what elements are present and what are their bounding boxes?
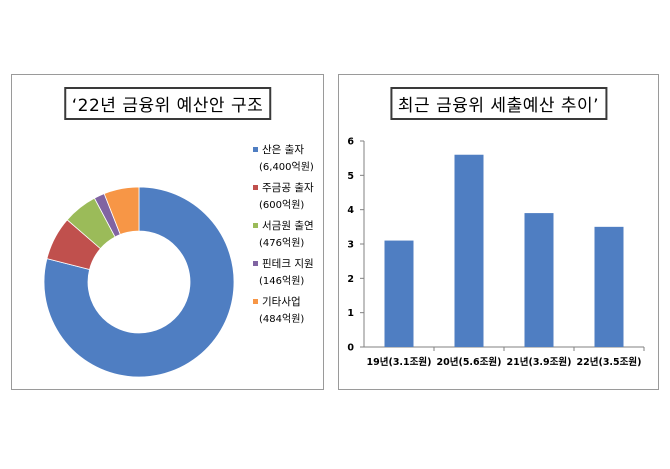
x-tick-label: 21년(3.9조원) bbox=[507, 356, 572, 368]
legend-value: (146억원) bbox=[259, 275, 304, 287]
bar-chart-panel: 최근 금융위 세출예산 추이’ 0 1 2 3 4 5 6 19년(3.1조원) 20년(5.6… bbox=[338, 74, 659, 390]
donut-chart: 산은 출자 (6,400억원) 주금공 출자 (600억원) 서금원 출연 (476억원)… bbox=[43, 144, 314, 378]
x-tick-label: 20년(5.6조원) bbox=[437, 356, 502, 368]
y-tick-label: 0 bbox=[347, 343, 354, 354]
y-tick-label: 3 bbox=[347, 240, 354, 251]
donut-slice bbox=[43, 186, 235, 378]
legend-value: (476억원) bbox=[259, 237, 304, 249]
legend-value: (484억원) bbox=[259, 313, 304, 325]
y-tick-label: 6 bbox=[347, 137, 354, 148]
bar bbox=[594, 226, 624, 347]
bar bbox=[384, 240, 414, 347]
y-tick-label: 1 bbox=[347, 308, 354, 319]
legend-value: (600억원) bbox=[259, 199, 304, 211]
x-tick-label: 22년(3.5조원) bbox=[577, 356, 642, 368]
legend-swatch bbox=[253, 299, 258, 304]
x-tick-label: 19년(3.1조원) bbox=[367, 356, 432, 368]
legend-swatch bbox=[253, 185, 258, 190]
donut-chart-panel: ‘22년 금융위 예산안 구조 산은 출자 (6,400억원) 주금공 출자 (600… bbox=[11, 74, 324, 390]
bar-chart: 0 1 2 3 4 5 6 19년(3.1조원) 20년(5.6조원) 21년(3.9조원) 22년… bbox=[347, 137, 645, 368]
legend-label: 산은 출자 bbox=[262, 144, 304, 156]
legend-label: 서금원 출연 bbox=[262, 220, 314, 232]
bar bbox=[524, 213, 554, 347]
legend-label: 기타사업 bbox=[262, 295, 301, 308]
legend-value: (6,400억원) bbox=[259, 161, 314, 173]
donut-slice bbox=[103, 186, 140, 236]
legend-swatch bbox=[253, 261, 258, 266]
legend-swatch bbox=[253, 147, 258, 152]
bar bbox=[454, 154, 484, 347]
y-tick-label: 4 bbox=[347, 205, 354, 216]
y-tick-label: 5 bbox=[347, 171, 354, 182]
bar-chart-title: 최근 금융위 세출예산 추이’ bbox=[389, 87, 608, 120]
y-tick-label: 2 bbox=[347, 274, 354, 285]
legend-label: 핀테크 지원 bbox=[262, 258, 314, 270]
legend-swatch bbox=[253, 223, 258, 228]
legend-label: 주금공 출자 bbox=[262, 182, 314, 194]
donut-chart-title: ‘22년 금융위 예산안 구조 bbox=[63, 87, 272, 120]
